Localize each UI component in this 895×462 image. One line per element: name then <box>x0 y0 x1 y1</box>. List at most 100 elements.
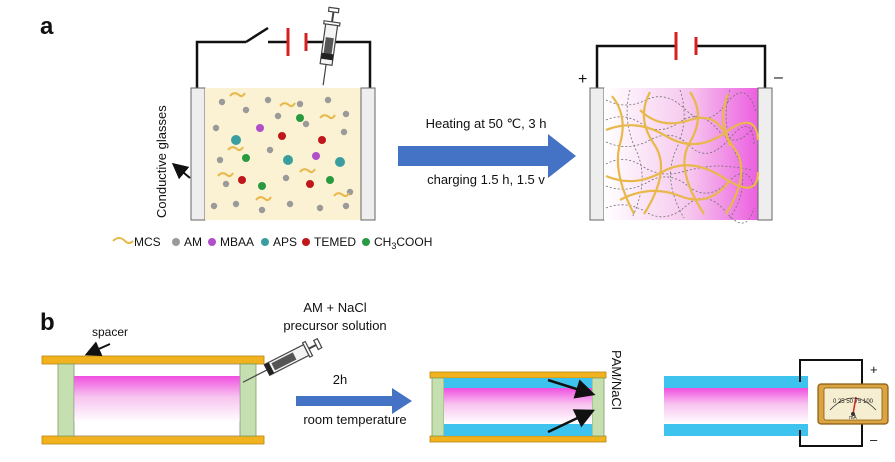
molecule-aps <box>283 155 293 165</box>
right-conductive-glass-a <box>360 87 376 221</box>
molecule-mbaa <box>256 124 264 132</box>
legend-ch3cooh-sub: 3 <box>391 241 396 251</box>
left-conductive-glass <box>190 87 206 221</box>
panel-b-label: b <box>40 309 55 336</box>
molecule-am <box>274 112 282 120</box>
polymer-network <box>605 89 760 224</box>
legend: MCS AM MBAA APS TEMED CH3COOH <box>112 235 432 251</box>
meter-plus-sign: + <box>870 362 878 377</box>
molecule-mcs <box>229 92 246 98</box>
molecule-am <box>340 128 348 136</box>
left-battery-icon <box>286 28 308 56</box>
molecule-am <box>258 206 266 214</box>
molecule-am <box>242 106 250 114</box>
molecule-mcs <box>217 172 234 178</box>
molecule-aps <box>335 157 345 167</box>
ammeter-icon <box>817 383 889 425</box>
molecule-am <box>232 200 240 208</box>
gel-network-region <box>604 88 758 220</box>
legend-temed: TEMED <box>314 235 356 249</box>
molecule-ch3cooh <box>242 154 250 162</box>
molecule-am <box>210 202 218 210</box>
mcs-chain <box>683 91 705 215</box>
molecule-am <box>316 204 324 212</box>
polymer-chain <box>626 89 643 219</box>
mold2-left-spacer <box>431 377 445 437</box>
mcs-chain <box>722 93 743 215</box>
mcs-chain <box>605 164 760 189</box>
molecule-am <box>286 200 294 208</box>
mold2-bottom-plate <box>429 435 607 443</box>
molecule-aps <box>231 135 241 145</box>
molecule-am <box>222 180 230 188</box>
syringe-icon-b <box>242 337 323 383</box>
left-precursor-solution <box>205 88 361 220</box>
mold2-top-plate <box>429 371 607 379</box>
legend-aps-icon <box>261 238 269 246</box>
molecule-temed <box>238 176 246 184</box>
molecule-temed <box>306 180 314 188</box>
molecule-ch3cooh <box>258 182 266 190</box>
time-label: 2h <box>333 372 347 387</box>
precursor-label-line2: precursor solution <box>283 318 386 333</box>
legend-mcs: MCS <box>134 235 161 249</box>
legend-aps: APS <box>273 235 297 249</box>
polymer-chain <box>605 126 755 154</box>
polymer-chain <box>605 92 757 119</box>
legend-mcs-icon <box>112 237 134 244</box>
polymer-chain <box>725 89 744 219</box>
mcs-chain <box>605 121 760 146</box>
molecule-ch3cooh <box>326 176 334 184</box>
process-condition-line1: Heating at 50 ℃, 3 h <box>426 116 547 131</box>
mcs-chain <box>619 179 731 201</box>
right-glass-b <box>757 87 773 221</box>
molecule-am <box>264 96 272 104</box>
molecule-mbaa <box>312 152 320 160</box>
polymer-chain <box>605 173 755 194</box>
right-circuit-wire <box>595 44 767 88</box>
molecule-am <box>342 110 350 118</box>
molecule-mcs <box>319 114 336 120</box>
molecule-mcs <box>279 102 296 108</box>
spacer-label: spacer <box>92 325 128 339</box>
molecule-am <box>324 96 332 104</box>
meter-scale: 0 25 50 75 100 <box>833 399 874 405</box>
mold1-bottom-plate <box>41 435 265 445</box>
molecule-temed <box>318 136 326 144</box>
meter-unit: mA <box>849 415 857 421</box>
precursor-label-line1: AM + NaCl <box>303 300 366 315</box>
molecule-am <box>342 202 350 210</box>
molecule-am <box>296 100 304 108</box>
mold2-right-spacer <box>591 377 605 437</box>
legend-temed-icon <box>302 238 310 246</box>
molecule-mcs <box>333 192 350 198</box>
mold1-solution <box>74 376 240 422</box>
legend-am-icon <box>172 238 180 246</box>
legend-ch3cooh: CH3COOH <box>374 235 432 251</box>
molecule-temed <box>278 132 286 140</box>
mold1-cavity <box>73 363 241 437</box>
spacer-pointer-arrow <box>84 341 111 357</box>
molecule-am <box>302 120 310 128</box>
molecule-am <box>266 146 274 154</box>
molecule-am <box>218 98 226 106</box>
syringe-icon-a <box>319 6 341 86</box>
legend-ch3cooh-tail: COOH <box>396 235 432 249</box>
material-pointer-top <box>547 378 596 399</box>
molecule-mcs <box>255 196 272 202</box>
molecule-am <box>216 156 224 164</box>
process-condition-line2: charging 1.5 h, 1.5 v <box>427 172 545 187</box>
molecule-mcs <box>227 146 244 152</box>
mold1-top-plate <box>41 355 265 365</box>
mold2-gel-middle <box>444 388 592 424</box>
cathode-minus-sign: – <box>774 69 783 86</box>
glass-pointer-arrow <box>171 162 191 180</box>
meter-minus-sign: – <box>870 432 878 447</box>
legend-ch3cooh-main: CH <box>374 235 391 249</box>
polymer-chain <box>605 198 755 224</box>
gel-sheet-bottom <box>664 424 808 436</box>
conductive-glasses-label: Conductive glasses <box>154 105 169 218</box>
legend-mbaa-icon <box>208 238 216 246</box>
mold1-right-spacer <box>239 363 257 437</box>
material-label: PAM/NaCl <box>609 350 624 410</box>
